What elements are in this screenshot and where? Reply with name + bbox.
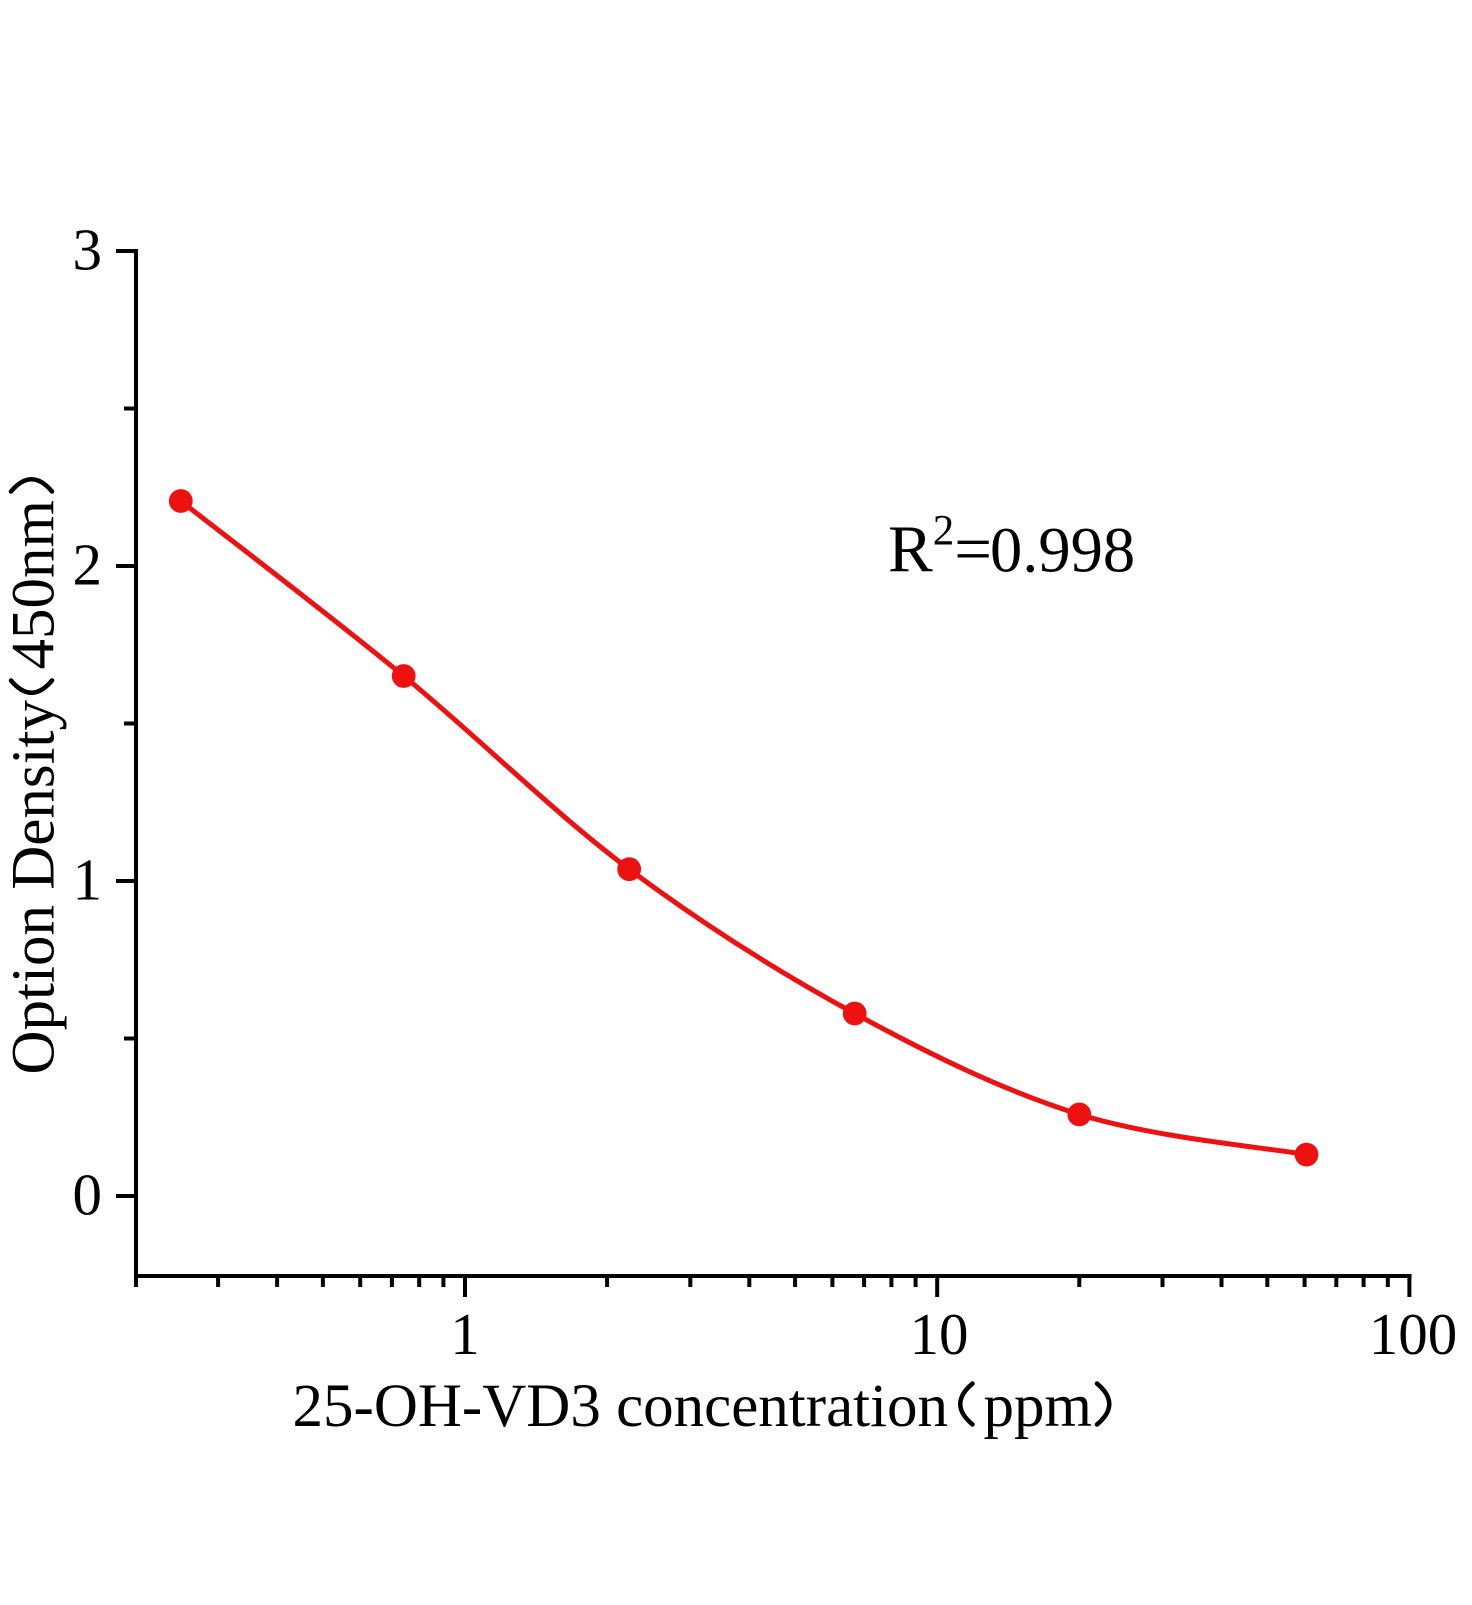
svg-text:0: 0 <box>73 1162 103 1228</box>
svg-text:ppm: ppm <box>984 1373 1092 1440</box>
svg-text:1: 1 <box>73 847 103 913</box>
svg-text:1: 1 <box>450 1301 480 1367</box>
svg-text:2: 2 <box>73 532 103 598</box>
svg-text:100: 100 <box>1369 1301 1458 1367</box>
svg-text:450nm: 450nm <box>1 500 68 669</box>
svg-text:R2=0.998: R2=0.998 <box>888 508 1135 587</box>
svg-text:3: 3 <box>73 217 103 283</box>
svg-text:25-OH-VD3 concentration: 25-OH-VD3 concentration <box>293 1373 949 1440</box>
svg-text:10: 10 <box>910 1301 969 1367</box>
svg-text:Option Density: Option Density <box>1 700 68 1075</box>
